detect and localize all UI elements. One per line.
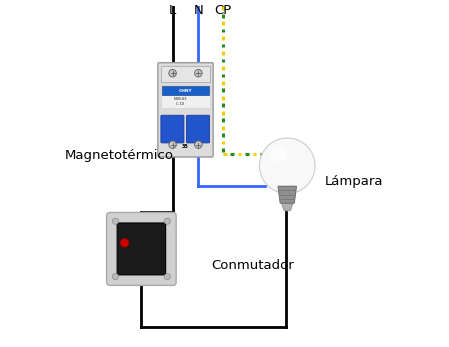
Text: CHNT: CHNT <box>179 88 192 93</box>
Circle shape <box>195 141 202 149</box>
Text: CP: CP <box>214 3 231 17</box>
FancyBboxPatch shape <box>117 223 166 275</box>
Circle shape <box>169 69 176 77</box>
FancyBboxPatch shape <box>186 115 210 143</box>
Text: NXB-63: NXB-63 <box>173 97 187 101</box>
Text: L: L <box>169 3 176 17</box>
Polygon shape <box>278 186 297 203</box>
Circle shape <box>260 138 315 194</box>
Text: C 10: C 10 <box>176 102 185 106</box>
Circle shape <box>169 141 176 149</box>
Bar <box>161 66 210 82</box>
Polygon shape <box>282 203 293 211</box>
Text: Conmutador: Conmutador <box>211 260 294 272</box>
Bar <box>161 85 210 108</box>
FancyBboxPatch shape <box>158 63 213 157</box>
Circle shape <box>195 69 202 77</box>
Text: Lámpara: Lámpara <box>325 175 383 188</box>
Circle shape <box>164 218 170 224</box>
Text: N: N <box>194 3 203 17</box>
Text: Magnetotérmico: Magnetotérmico <box>65 149 174 162</box>
Circle shape <box>120 238 129 247</box>
Text: 35: 35 <box>182 144 189 149</box>
FancyBboxPatch shape <box>161 115 184 143</box>
Circle shape <box>164 273 170 280</box>
Bar <box>162 86 209 95</box>
Circle shape <box>112 273 119 280</box>
Circle shape <box>112 218 119 224</box>
Circle shape <box>270 145 287 162</box>
FancyBboxPatch shape <box>106 212 176 285</box>
